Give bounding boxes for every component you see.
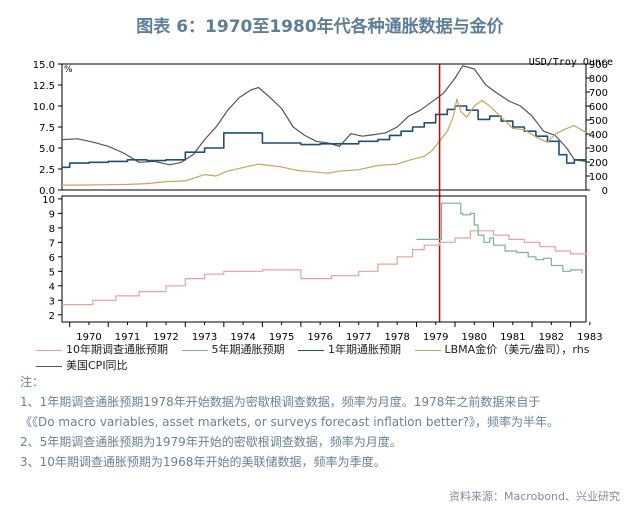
legend-label-10y: 10年期调查通胀预期 [66, 343, 168, 356]
note-3: 3、10年期调查通胀预期为1968年开始的美联储数据，频率为季度。 [20, 455, 386, 469]
series-line-2 [61, 98, 587, 186]
x-tick-label: 1982 [539, 332, 564, 340]
y-lower-tick-label: 2 [49, 311, 55, 322]
legend-swatch-gold [414, 349, 441, 351]
y-right-tick-label: 500 [589, 116, 608, 127]
legend-item-cpi: 美国CPI同比 [36, 358, 128, 374]
series-line-0 [61, 65, 587, 166]
y-left-tick-label: 10.0 [33, 102, 55, 113]
lower-panel: 2 3 4 5 6 7 8 9 10 1970 1971 1972 1973 1974 1975 1976 19… [42, 195, 602, 340]
note-2: 2、5年期调查通胀预期为1979年开始的密歇根调查数据，频率为月度。 [20, 435, 402, 449]
x-tick-label: 1976 [307, 332, 332, 340]
x-tick-label: 1980 [462, 332, 487, 340]
y-right-tick-label: 300 [589, 144, 608, 155]
source-note: 资料来源：Macrobond、兴业研究 [449, 490, 620, 503]
upper-frame [61, 63, 587, 191]
y-lower-tick-label: 4 [49, 282, 55, 293]
y-left-tick-label: 7.5 [39, 123, 55, 134]
legend-item-10y: 10年期调查通胀预期 [36, 342, 168, 358]
y-right-tick-label: 0 [602, 186, 608, 197]
y-right-tick-label: 900 [589, 60, 608, 71]
y-left-unit-label: % [64, 65, 73, 75]
legend-row-1: 10年期调查通胀预期 5年期通胀预期 1年期通胀预期 LBMA金价（美元/盎司）… [36, 342, 599, 358]
y-left-tick-label: 0.0 [39, 186, 55, 197]
x-tick-label: 1974 [230, 332, 255, 340]
note-1: 1、1年期调查通胀预期1978年开始数据为密歇根调查数据，频率为月度。1978年… [20, 395, 541, 409]
y-right-tick-label: 100 [589, 172, 608, 183]
x-tick-label: 1972 [153, 332, 178, 340]
lower-frame [61, 195, 587, 323]
legend: 10年期调查通胀预期 5年期通胀预期 1年期通胀预期 LBMA金价（美元/盎司）… [36, 342, 599, 374]
y-right-tick-label: 400 [589, 130, 608, 141]
x-tick-label: 1977 [346, 332, 371, 340]
upper-panel: 0.0 2.5 5.0 7.5 10.0 12.5 15.0 % 0 100 200 300 400 50… [33, 57, 613, 322]
x-tick-label: 1981 [500, 332, 525, 340]
y-left-tick-label: 12.5 [33, 81, 55, 92]
chart-canvas: 0.0 2.5 5.0 7.5 10.0 12.5 15.0 % 0 100 200 300 400 50… [33, 57, 613, 340]
y-right-tick-label: 700 [589, 88, 608, 99]
legend-label-cpi: 美国CPI同比 [66, 359, 128, 372]
legend-label-5y: 5年期通胀预期 [211, 343, 285, 356]
y-right-tick-label: 600 [589, 102, 608, 113]
y-left-tick-label: 5.0 [39, 144, 55, 155]
legend-label-gold: LBMA金价（美元/盎司），rhs [444, 343, 590, 356]
y-right-tick-label: 800 [589, 74, 608, 85]
x-tick-label: 1971 [115, 332, 140, 340]
legend-swatch-1y [298, 349, 324, 351]
y-lower-tick-label: 7 [49, 238, 55, 249]
x-tick-label: 1978 [384, 332, 409, 340]
y-lower-tick-label: 10 [42, 195, 55, 206]
y-lower-tick-label: 9 [49, 209, 55, 220]
y-right-tick-label: 200 [589, 158, 608, 169]
series-line-4 [416, 202, 583, 274]
legend-item-gold: LBMA金价（美元/盎司），rhs [414, 342, 590, 358]
legend-row-2: 美国CPI同比 [36, 358, 599, 374]
series-line-1 [62, 105, 587, 169]
note-1-cont: 《《Do macro variables, asset markets, or … [20, 415, 560, 429]
legend-swatch-10y [36, 349, 62, 351]
note-heading: 注： [20, 375, 45, 389]
y-lower-tick-label: 3 [49, 296, 55, 307]
x-tick-label: 1970 [76, 332, 101, 340]
chart-title: 图表 6：1970至1980年代各种通胀数据与金价 [136, 17, 504, 37]
y-lower-tick-label: 6 [49, 253, 55, 264]
legend-swatch-cpi [36, 365, 62, 367]
y-right-unit-label: USD/Troy Ounce [529, 57, 613, 68]
legend-item-1y: 1年期通胀预期 [298, 342, 401, 358]
y-left-tick-label: 15.0 [33, 60, 55, 71]
notes: 注： 1、1年期调查通胀预期1978年开始数据为密歇根调查数据，频率为月度。19… [20, 372, 630, 472]
y-left-tick-label: 2.5 [39, 165, 55, 176]
x-tick-label: 1973 [192, 332, 217, 340]
series-line-3 [62, 230, 587, 306]
legend-item-5y: 5年期通胀预期 [181, 342, 285, 358]
x-tick-label: 1975 [269, 332, 294, 340]
x-tick-label: 1979 [423, 332, 448, 340]
x-tick-label: 1983 [577, 332, 602, 340]
legend-label-1y: 1年期通胀预期 [328, 343, 401, 356]
y-lower-tick-label: 5 [49, 267, 55, 278]
y-lower-tick-label: 8 [49, 224, 55, 235]
legend-swatch-5y [181, 349, 208, 351]
